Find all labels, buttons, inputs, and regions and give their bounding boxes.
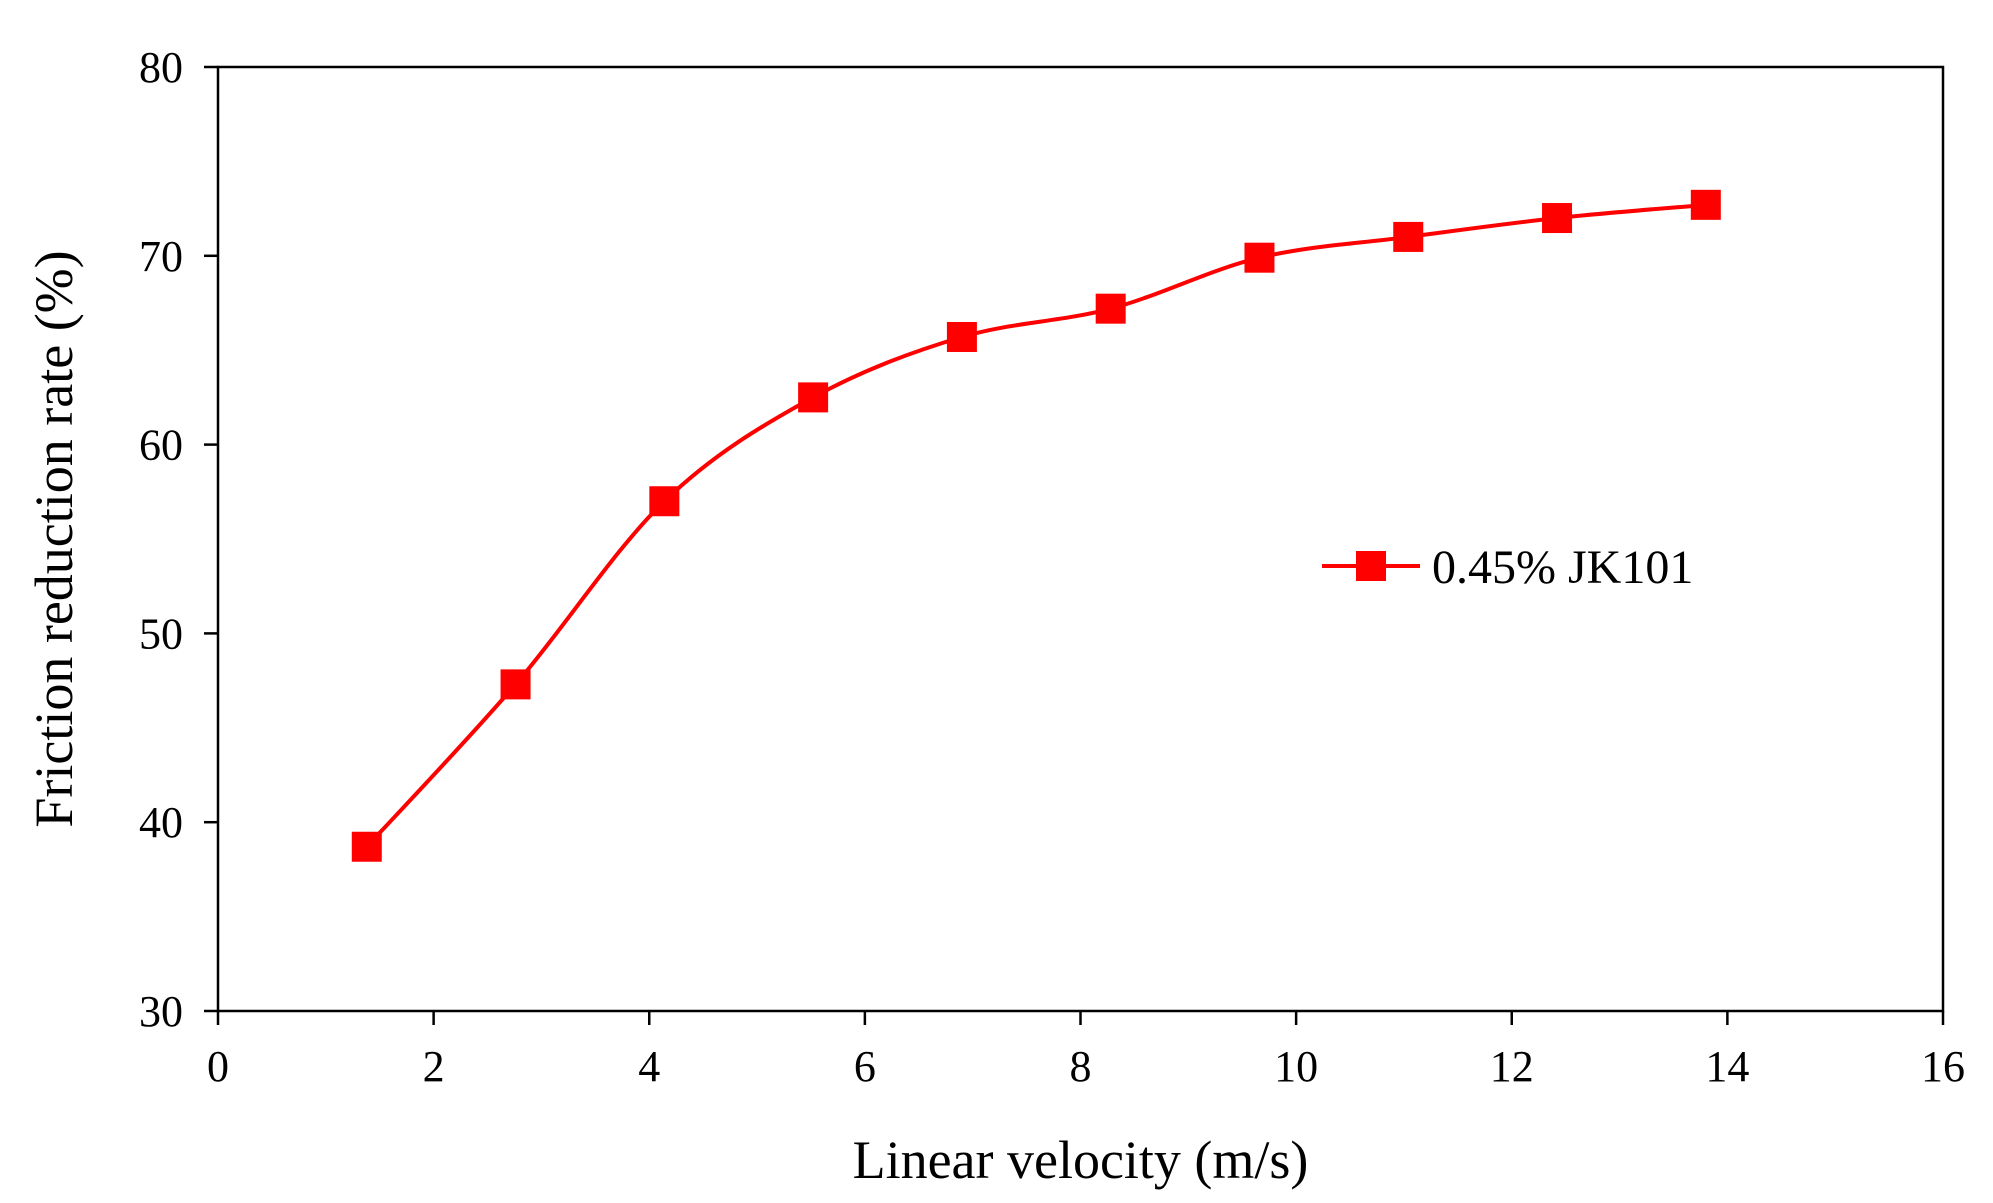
y-tick-label: 40 bbox=[139, 798, 183, 847]
series-group bbox=[351, 189, 1721, 862]
x-tick-label: 10 bbox=[1274, 1042, 1318, 1091]
data-point-marker bbox=[798, 382, 829, 413]
axes: 0 2 4 6 8 10 12 14 16 30 40 50 60 70 80 Linear velocity… bbox=[24, 43, 1965, 1190]
legend-marker bbox=[1356, 551, 1386, 581]
data-point-marker bbox=[1542, 203, 1573, 234]
data-point-marker bbox=[649, 486, 680, 517]
x-tick-label: 4 bbox=[638, 1042, 660, 1091]
data-point-marker bbox=[1095, 293, 1126, 324]
x-tick-label: 0 bbox=[207, 1042, 229, 1091]
x-tick-label: 14 bbox=[1705, 1042, 1749, 1091]
y-tick-label: 70 bbox=[139, 232, 183, 281]
data-point-marker bbox=[500, 669, 531, 700]
y-tick-label: 60 bbox=[139, 421, 183, 470]
x-tick-label: 2 bbox=[423, 1042, 445, 1091]
y-tick-label: 80 bbox=[139, 43, 183, 92]
legend: 0.45% JK101 bbox=[1322, 541, 1693, 594]
data-point-marker bbox=[351, 831, 382, 862]
x-tick-label: 6 bbox=[854, 1042, 876, 1091]
y-tick-label: 50 bbox=[139, 609, 183, 658]
y-axis-title: Friction reduction rate (%) bbox=[24, 250, 84, 827]
data-point-marker bbox=[1690, 189, 1721, 220]
x-axis-title: Linear velocity (m/s) bbox=[853, 1130, 1309, 1190]
y-tick-label: 30 bbox=[139, 987, 183, 1036]
x-tick-label: 16 bbox=[1921, 1042, 1965, 1091]
x-tick-label: 8 bbox=[1070, 1042, 1092, 1091]
legend-label: 0.45% JK101 bbox=[1432, 541, 1693, 594]
data-point-marker bbox=[946, 321, 977, 352]
series-line bbox=[365, 202, 1706, 849]
plot-area bbox=[216, 65, 1945, 1013]
data-point-marker bbox=[1393, 221, 1424, 252]
data-point-marker bbox=[1244, 242, 1275, 273]
x-tick-label: 12 bbox=[1490, 1042, 1534, 1091]
plot-frame bbox=[216, 65, 1945, 1013]
